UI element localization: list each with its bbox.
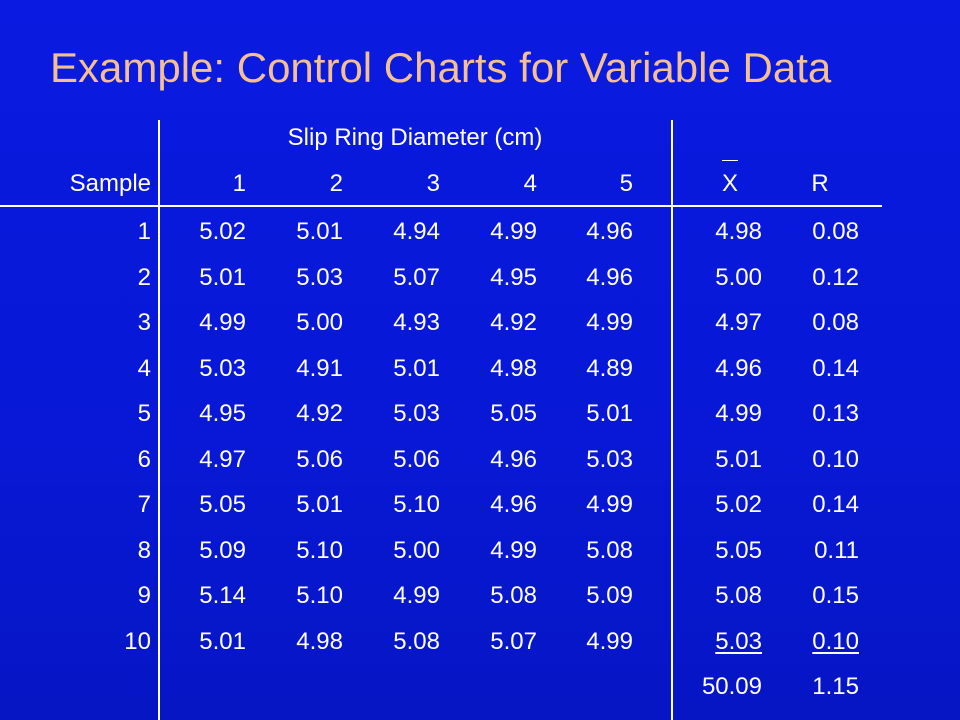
cell-obs: 5.10	[296, 582, 343, 609]
cell-obs: 4.99	[586, 309, 633, 336]
cell-range: 0.13	[812, 400, 859, 427]
cell-obs: 4.99	[490, 218, 537, 245]
cell-obs: 5.08	[490, 582, 537, 609]
cell-obs: 4.92	[296, 400, 343, 427]
cell-obs: 5.01	[296, 491, 343, 518]
cell-obs: 4.93	[393, 309, 440, 336]
cell-xbar: 5.03	[715, 628, 762, 655]
cell-obs: 4.99	[586, 628, 633, 655]
cell-sample: 10	[124, 628, 151, 655]
cell-xbar: 4.97	[715, 309, 762, 336]
header-obs-4: 4	[523, 170, 537, 197]
header-obs-3: 3	[426, 170, 440, 197]
cell-xbar: 5.00	[715, 264, 762, 291]
cell-obs: 4.94	[393, 218, 440, 245]
cell-obs: 5.00	[296, 309, 343, 336]
cell-range: 0.08	[812, 218, 859, 245]
cell-range: 0.15	[812, 582, 859, 609]
cell-obs: 4.99	[199, 309, 246, 336]
cell-obs: 5.00	[393, 537, 440, 564]
cell-obs: 4.99	[490, 537, 537, 564]
cell-range: 0.10	[812, 628, 859, 655]
cell-sample: 3	[137, 309, 151, 336]
cell-obs: 4.89	[586, 355, 633, 382]
cell-obs: 4.96	[490, 446, 537, 473]
cell-obs: 4.98	[490, 355, 537, 382]
cell-obs: 5.07	[490, 628, 537, 655]
cell-sample: 8	[137, 537, 151, 564]
cell-xbar: 5.02	[715, 491, 762, 518]
cell-obs: 5.08	[393, 628, 440, 655]
cell-obs: 5.08	[586, 537, 633, 564]
right-vertical-rule	[671, 120, 673, 720]
cell-obs: 4.91	[296, 355, 343, 382]
cell-obs: 4.96	[586, 264, 633, 291]
cell-xbar: 4.99	[715, 400, 762, 427]
cell-obs: 5.07	[393, 264, 440, 291]
cell-obs: 5.06	[393, 446, 440, 473]
cell-sample: 5	[137, 400, 151, 427]
group-header: Slip Ring Diameter (cm)	[287, 124, 543, 151]
cell-xbar: 5.08	[715, 582, 762, 609]
cell-obs: 4.95	[199, 400, 246, 427]
cell-obs: 5.14	[199, 582, 246, 609]
header-rule	[0, 205, 882, 207]
cell-obs: 4.97	[199, 446, 246, 473]
header-xbar: X	[721, 170, 738, 197]
cell-obs: 5.05	[199, 491, 246, 518]
cell-xbar: 5.01	[715, 446, 762, 473]
cell-sample: 9	[137, 582, 151, 609]
cell-obs: 4.99	[393, 582, 440, 609]
cell-obs: 5.01	[296, 218, 343, 245]
cell-obs: 5.05	[490, 400, 537, 427]
cell-obs: 5.01	[199, 264, 246, 291]
cell-sample: 2	[137, 264, 151, 291]
cell-obs: 4.96	[586, 218, 633, 245]
cell-obs: 4.96	[490, 491, 537, 518]
total-range: 1.15	[812, 673, 859, 700]
cell-range: 0.08	[812, 309, 859, 336]
cell-obs: 4.99	[586, 491, 633, 518]
header-obs-1: 1	[232, 170, 246, 197]
cell-range: 0.14	[812, 491, 859, 518]
cell-sample: 7	[137, 491, 151, 518]
cell-range: 0.12	[812, 264, 859, 291]
cell-sample: 4	[137, 355, 151, 382]
cell-obs: 5.10	[296, 537, 343, 564]
cell-obs: 4.95	[490, 264, 537, 291]
cell-obs: 4.98	[296, 628, 343, 655]
cell-obs: 5.02	[199, 218, 246, 245]
header-obs-2: 2	[329, 170, 343, 197]
cell-obs: 5.09	[199, 537, 246, 564]
cell-obs: 4.92	[490, 309, 537, 336]
header-sample: Sample	[69, 170, 151, 197]
cell-range: 0.11	[814, 537, 859, 564]
xbar-overline	[722, 160, 738, 161]
left-vertical-rule	[158, 120, 160, 720]
cell-sample: 6	[137, 446, 151, 473]
cell-sample: 1	[137, 218, 151, 245]
total-xbar: 50.09	[701, 673, 762, 700]
cell-range: 0.14	[812, 355, 859, 382]
slide-title: Example: Control Charts for Variable Dat…	[50, 44, 832, 91]
cell-xbar: 4.98	[715, 218, 762, 245]
cell-obs: 5.01	[586, 400, 633, 427]
cell-range: 0.10	[812, 446, 859, 473]
cell-obs: 5.03	[199, 355, 246, 382]
cell-obs: 5.01	[393, 355, 440, 382]
cell-xbar: 4.96	[715, 355, 762, 382]
cell-obs: 5.03	[393, 400, 440, 427]
cell-obs: 5.01	[199, 628, 246, 655]
cell-obs: 5.06	[296, 446, 343, 473]
cell-obs: 5.09	[586, 582, 633, 609]
cell-obs: 5.03	[296, 264, 343, 291]
cell-obs: 5.10	[393, 491, 440, 518]
header-range: R	[811, 170, 829, 197]
header-obs-5: 5	[619, 170, 633, 197]
cell-xbar: 5.05	[715, 537, 762, 564]
cell-obs: 5.03	[586, 446, 633, 473]
